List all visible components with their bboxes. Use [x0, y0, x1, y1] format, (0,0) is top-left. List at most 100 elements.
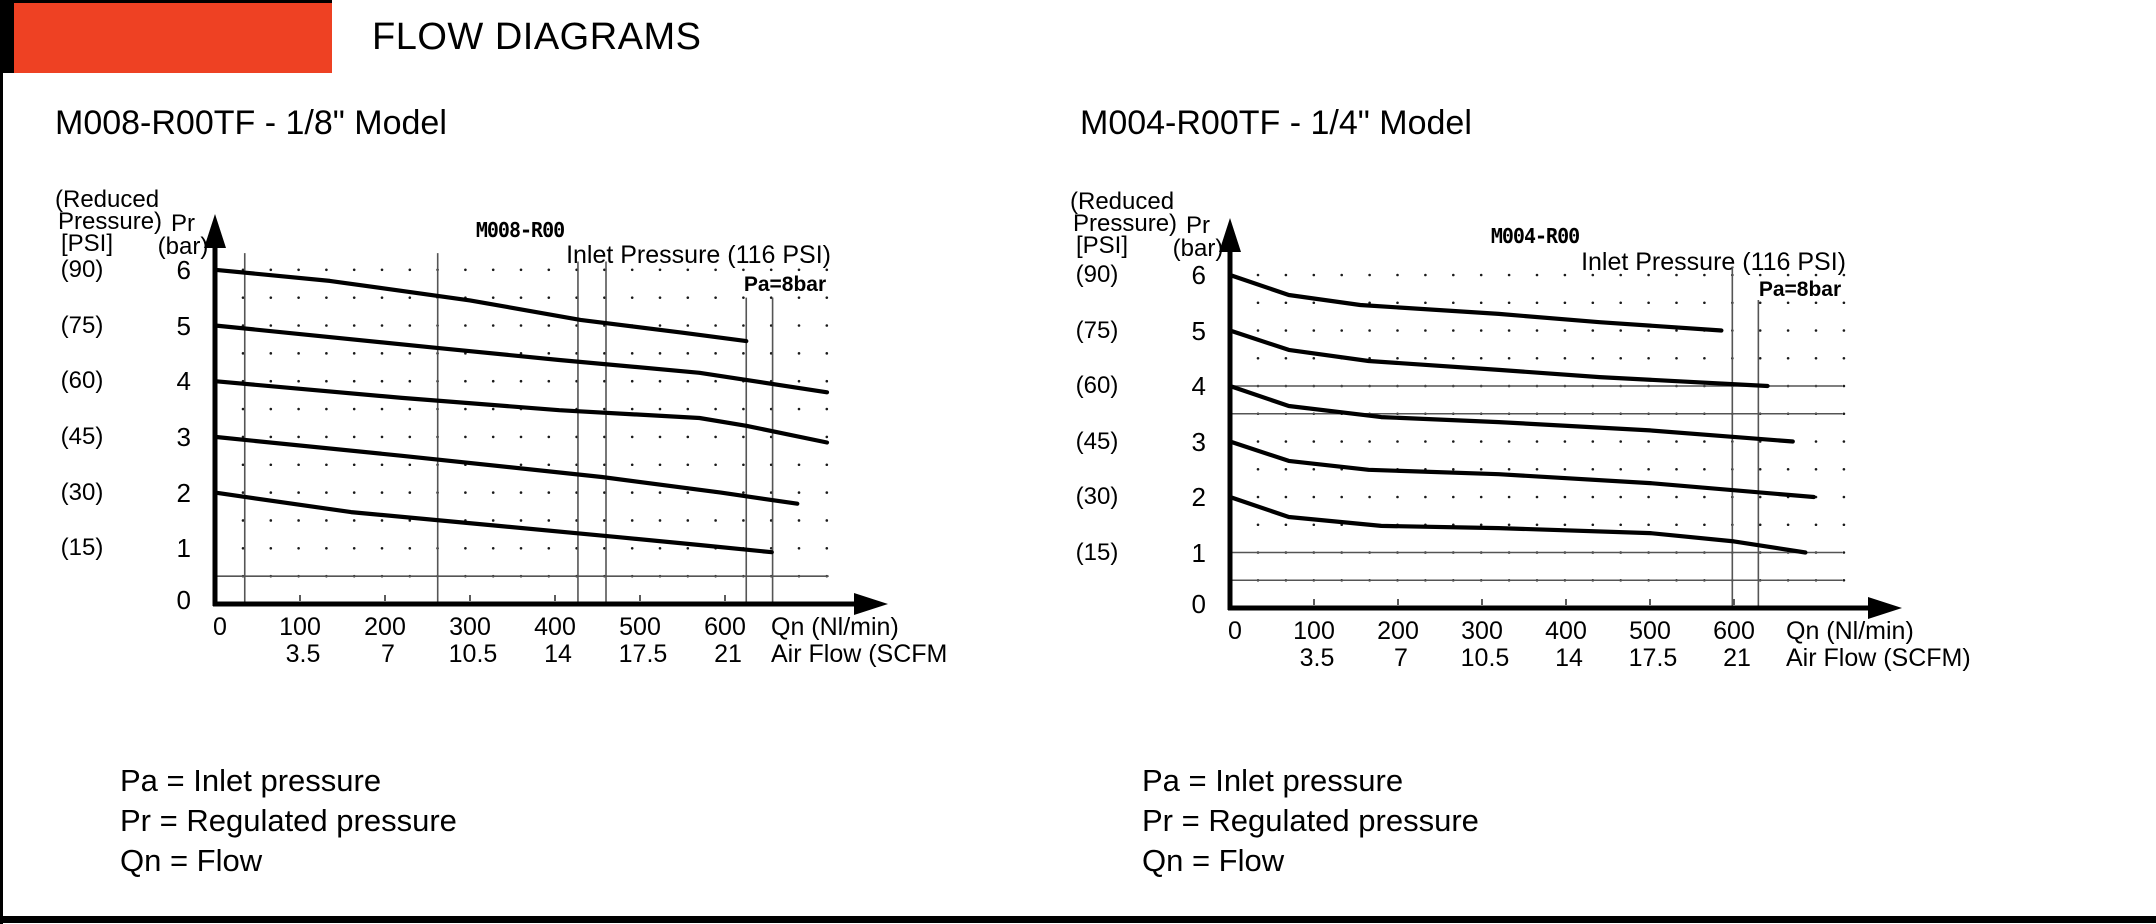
x-tick-nl: 500 — [1629, 617, 1671, 645]
x-tick-nl: 0 — [213, 613, 227, 641]
x-axis-ticks — [1313, 599, 1735, 605]
x-tick-nl: 300 — [1461, 617, 1503, 645]
y-axis-bar-header: (bar) — [1172, 235, 1224, 262]
curve-pr-2-bar-30-psi- — [1227, 494, 1808, 555]
pressure-flow-curves — [212, 267, 830, 555]
x-axis-arrow — [854, 593, 888, 615]
y-axis-bar-header: Pr — [171, 210, 195, 237]
x-tick-nl: 100 — [279, 613, 321, 641]
bar-tick-label: 4 — [176, 366, 191, 397]
axes — [204, 214, 888, 615]
legend-m004: Pa = Inlet pressure Pr = Regulated press… — [1142, 761, 1479, 881]
plot-model-label: M008-R00 — [475, 218, 565, 242]
legend-line-pa: Pa = Inlet pressure — [120, 763, 382, 798]
x-tick-nl: 500 — [619, 613, 661, 641]
legend-line-qn: Qn = Flow — [120, 843, 263, 878]
page-bottom-border — [0, 916, 2156, 923]
x-tick-nl: 0 — [1228, 617, 1242, 645]
psi-tick-label: (15) — [1075, 538, 1119, 566]
pa-label: Pa=8bar — [743, 273, 827, 296]
curve-pr-4-bar-60-psi- — [212, 379, 830, 445]
x-tick-scfm: 10.5 — [448, 640, 498, 668]
x-axis-unit-scfm: Air Flow (SCFM) — [1786, 644, 1971, 672]
legend-m008: Pa = Inlet pressure Pr = Regulated press… — [120, 761, 457, 881]
x-tick-nl: 600 — [704, 613, 746, 641]
x-tick-scfm: 17.5 — [618, 640, 668, 668]
page-title: FLOW DIAGRAMS — [372, 16, 702, 58]
psi-tick-label: (45) — [1075, 427, 1119, 455]
x-tick-scfm: 14 — [1555, 644, 1583, 672]
dot-grid — [1256, 273, 1846, 582]
y-axis-psi-header: (Reduced — [1070, 188, 1175, 215]
x-tick-scfm: 3.5 — [1299, 644, 1335, 672]
curve-pr-5-bar-75-psi- — [1227, 328, 1770, 389]
legend-line-qn: Qn = Flow — [1142, 843, 1285, 878]
header-top-rule — [0, 0, 332, 4]
plot-model-label: M004-R00 — [1490, 224, 1580, 248]
curve-pr-6-bar-90-psi- — [212, 267, 749, 344]
chart-title-m004: M004-R00TF - 1/4" Model — [1080, 104, 1472, 142]
bar-tick-label: 3 — [1191, 426, 1206, 457]
pressure-flow-curves — [1227, 272, 1816, 555]
bar-tick-label: 3 — [176, 421, 191, 452]
flow-chart-canvas — [204, 214, 888, 615]
page-left-border — [0, 0, 3, 924]
psi-tick-label: (60) — [1075, 372, 1119, 399]
psi-tick-label: (75) — [60, 311, 104, 339]
y-axis-psi-header: [PSI] — [61, 230, 114, 257]
bar-tick-label: 1 — [176, 533, 191, 564]
psi-tick-label: (45) — [60, 422, 104, 450]
x-tick-nl: 600 — [1713, 617, 1755, 645]
x-tick-scfm: 21 — [1723, 644, 1751, 672]
x-axis-unit-nl: Qn (Nl/min) — [1786, 617, 1914, 645]
y-axis-psi-header: Pressure) — [58, 208, 163, 235]
y-axis-psi-header: [PSI] — [1076, 232, 1129, 259]
curve-pr-6-bar-90-psi- — [1227, 272, 1724, 333]
x-tick-nl: 200 — [1377, 617, 1419, 645]
y-axis-arrow — [1219, 218, 1241, 252]
x-tick-nl: 400 — [1545, 617, 1587, 645]
bar-tick-label: 0 — [176, 585, 191, 615]
x-tick-scfm: 3.5 — [285, 640, 321, 668]
bar-tick-label: 2 — [176, 477, 191, 508]
x-axis-arrow — [1868, 597, 1902, 619]
x-tick-scfm: 21 — [714, 640, 742, 668]
header-accent-bar — [14, 3, 332, 73]
inlet-pressure-label: Inlet Pressure (116 PSI) — [566, 241, 831, 269]
x-tick-nl: 100 — [1293, 617, 1335, 645]
curve-pr-5-bar-75-psi- — [212, 323, 830, 395]
y-axis-arrow — [204, 214, 226, 248]
psi-tick-label: (75) — [1075, 316, 1119, 344]
bar-tick-label: 2 — [1191, 482, 1206, 512]
psi-tick-label: (30) — [1075, 483, 1119, 510]
legend-line-pr: Pr = Regulated pressure — [1142, 803, 1479, 838]
x-tick-scfm: 10.5 — [1460, 644, 1510, 672]
header-black-tab — [0, 3, 14, 73]
bar-tick-label: 5 — [176, 310, 191, 341]
inlet-pressure-label: Inlet Pressure (116 PSI) — [1581, 248, 1846, 276]
pa-label: Pa=8bar — [1758, 278, 1842, 301]
psi-tick-label: (60) — [60, 367, 104, 395]
y-axis-bar-header: Pr — [1186, 212, 1210, 239]
x-axis-unit-scfm: Air Flow (SCFM — [771, 640, 948, 668]
legend-line-pr: Pr = Regulated pressure — [120, 803, 457, 838]
x-axis-unit-nl: Qn (Nl/min) — [771, 613, 899, 641]
psi-tick-label: (30) — [60, 478, 104, 506]
psi-tick-label: (90) — [1075, 261, 1119, 288]
y-axis-psi-header: Pressure) — [1073, 210, 1178, 237]
x-tick-scfm: 17.5 — [1628, 644, 1678, 672]
x-tick-nl: 200 — [364, 613, 406, 641]
bar-tick-label: 6 — [1191, 260, 1206, 290]
chart-title-m008: M008-R00TF - 1/8" Model — [55, 104, 447, 142]
reference-lines — [1230, 266, 1843, 608]
dot-grid — [241, 268, 829, 578]
bar-tick-label: 4 — [1191, 371, 1206, 401]
bar-tick-label: 6 — [176, 254, 191, 285]
psi-tick-label: (15) — [60, 534, 104, 562]
x-tick-scfm: 14 — [544, 640, 572, 668]
curve-pr-3-bar-45-psi- — [1227, 439, 1816, 500]
axes — [1219, 218, 1902, 619]
bar-tick-label: 5 — [1191, 315, 1206, 346]
x-tick-scfm: 7 — [381, 640, 395, 668]
x-tick-nl: 300 — [449, 613, 491, 641]
